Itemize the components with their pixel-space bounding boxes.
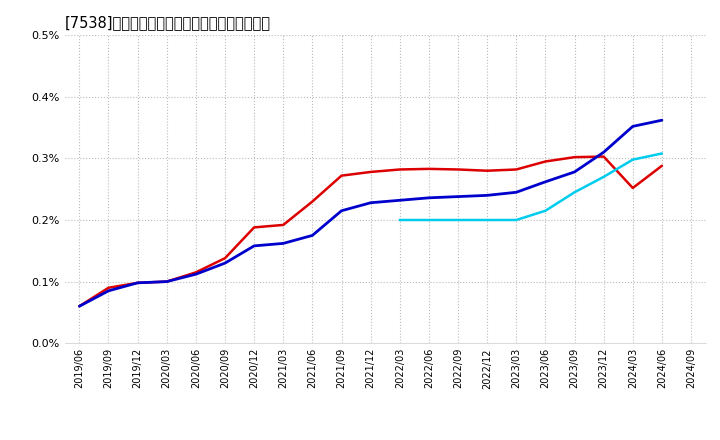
Line: 3年: 3年: [79, 157, 662, 306]
5年: [425, 195, 433, 201]
7年: [657, 151, 666, 156]
Text: [7538]　当期純利益マージンの標準偏差の推移: [7538] 当期純利益マージンの標準偏差の推移: [65, 15, 271, 30]
Line: 7年: 7年: [400, 154, 662, 220]
5年: [570, 169, 579, 175]
3年: [279, 222, 287, 227]
3年: [250, 225, 258, 230]
7年: [599, 174, 608, 180]
3年: [599, 154, 608, 159]
3年: [308, 199, 317, 204]
3年: [454, 167, 462, 172]
3年: [425, 166, 433, 172]
3年: [541, 159, 550, 164]
7年: [512, 217, 521, 223]
7年: [541, 208, 550, 213]
3年: [512, 167, 521, 172]
3年: [104, 285, 113, 290]
7年: [425, 217, 433, 223]
3年: [629, 185, 637, 191]
5年: [599, 150, 608, 155]
5年: [163, 279, 171, 284]
5年: [250, 243, 258, 249]
Line: 5年: 5年: [79, 120, 662, 306]
3年: [192, 270, 200, 275]
7年: [570, 190, 579, 195]
7年: [454, 217, 462, 223]
7年: [395, 217, 404, 223]
5年: [220, 260, 229, 266]
5年: [192, 271, 200, 277]
5年: [629, 124, 637, 129]
5年: [308, 233, 317, 238]
3年: [75, 304, 84, 309]
3年: [337, 173, 346, 178]
5年: [512, 190, 521, 195]
3年: [657, 163, 666, 169]
5年: [366, 200, 375, 205]
7年: [483, 217, 492, 223]
5年: [541, 179, 550, 184]
5年: [337, 208, 346, 213]
3年: [483, 168, 492, 173]
5年: [657, 117, 666, 123]
5年: [483, 193, 492, 198]
3年: [395, 167, 404, 172]
5年: [133, 280, 142, 286]
3年: [220, 256, 229, 261]
3年: [163, 279, 171, 284]
5年: [395, 198, 404, 203]
3年: [133, 280, 142, 286]
3年: [570, 154, 579, 160]
5年: [454, 194, 462, 199]
3年: [366, 169, 375, 175]
5年: [75, 304, 84, 309]
5年: [279, 241, 287, 246]
7年: [629, 157, 637, 162]
Legend: 3年, 5年, 7年, 10年: 3年, 5年, 7年, 10年: [216, 436, 554, 440]
5年: [104, 288, 113, 293]
